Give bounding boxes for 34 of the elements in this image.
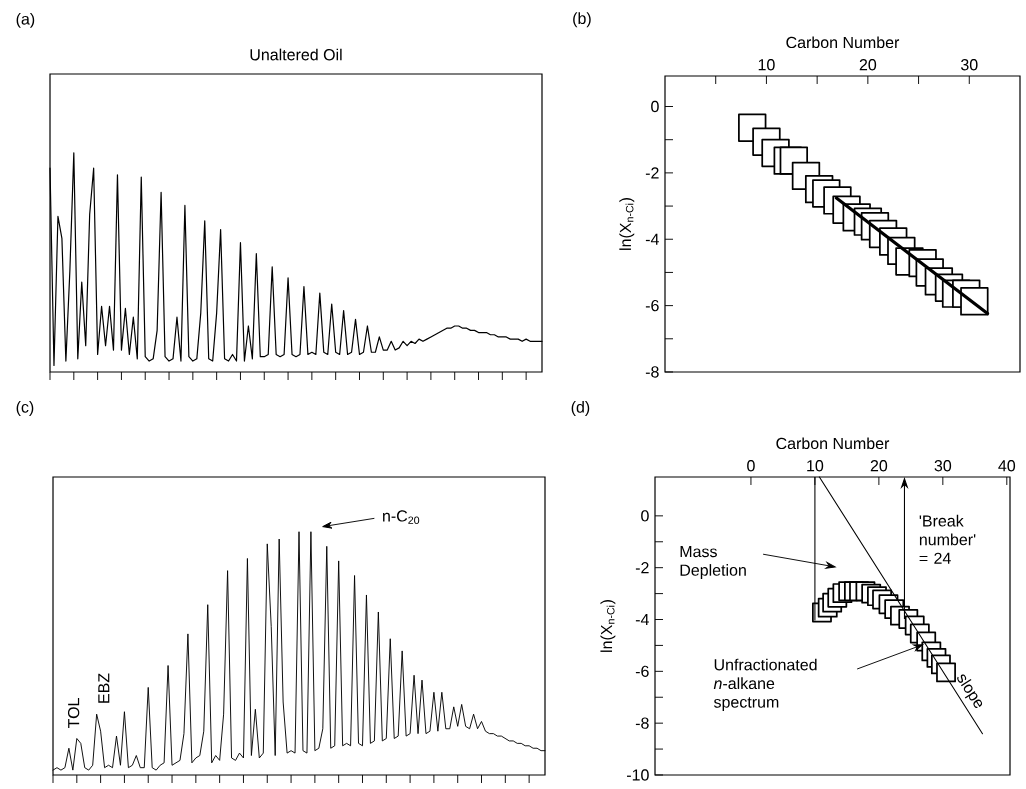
annotation: EBZ [98,673,110,703]
x-tick-label: 0 [747,460,755,472]
annotation: Mass Depletion [680,546,746,579]
x-tick-label: 30 [934,460,952,472]
y-tick-label: -2 [645,167,659,179]
text: (d) [571,401,590,416]
y-tick-label: -8 [635,717,649,729]
annotation: 'Break number' = 24 [919,514,976,564]
x-axis-title: Carbon Number [786,36,900,49]
x-axis-title: Carbon Number [776,437,890,450]
y-tick-label: -2 [635,562,649,574]
text: (c) [16,401,34,416]
chart-title: Unaltered Oil [250,48,342,61]
text: n-C$_{20}$ [383,510,420,524]
y-tick-label: 0 [651,100,659,113]
annotation: TOL [67,698,80,729]
y-tick-label: -4 [645,233,659,245]
y-tick-label: 0 [641,510,649,522]
x-tick-label: 10 [758,59,775,71]
y-tick-label: -10 [626,769,649,781]
y-tick-label: -8 [645,366,659,378]
text: (b) [573,12,591,28]
y-tick-label: -6 [635,665,649,677]
x-tick-label: 20 [870,460,888,472]
x-tick-label: 40 [998,460,1016,472]
y-tick-label: -6 [645,299,659,312]
text: (a) [16,12,35,28]
y-tick-label: -4 [635,614,649,626]
y-axis-title: ln(X$_{n-Ci}$) [600,599,616,652]
x-tick-label: 10 [807,460,824,472]
x-tick-label: 30 [960,59,978,71]
x-tick-label: 20 [859,59,877,71]
y-axis-title: ln(X$_{n-Ci}$) [619,197,635,250]
annotation: Unfractionated n-alkane spectrum [713,658,817,711]
